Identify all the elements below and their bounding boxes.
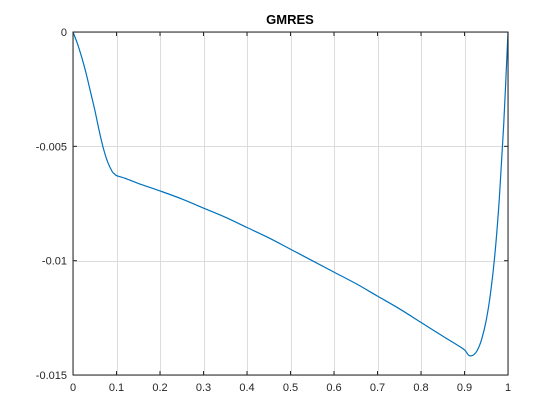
x-tick-label-4: 0.4 bbox=[239, 382, 254, 394]
x-tick-label-10: 1 bbox=[505, 382, 511, 394]
x-tick-label-6: 0.6 bbox=[326, 382, 341, 394]
series-layer bbox=[72, 31, 509, 357]
x-tick-label-9: 0.9 bbox=[457, 382, 472, 394]
y-tick-label-0: 0 bbox=[61, 27, 67, 39]
x-tick-label-0: 0 bbox=[70, 382, 76, 394]
x-tick-label-2: 0.2 bbox=[152, 382, 167, 394]
y-tick-labels: 0 -0.005 -0.01 -0.015 bbox=[36, 27, 67, 382]
x-tick-label-1: 0.1 bbox=[109, 382, 124, 394]
y-tick-label-1: -0.005 bbox=[36, 141, 67, 153]
x-tick-label-5: 0.5 bbox=[283, 382, 298, 394]
y-tick-label-3: -0.015 bbox=[36, 370, 67, 382]
ticks bbox=[72, 31, 509, 376]
chart-title: GMRES bbox=[266, 12, 314, 27]
plot-background bbox=[73, 32, 508, 375]
x-tick-label-8: 0.8 bbox=[413, 382, 428, 394]
x-tick-label-7: 0.7 bbox=[370, 382, 385, 394]
x-tick-labels: 0 0.1 0.2 0.3 0.4 0.5 0.6 0.7 0.8 0.9 1 bbox=[70, 382, 511, 394]
y-tick-label-2: -0.01 bbox=[42, 256, 67, 268]
x-tick-label-3: 0.3 bbox=[196, 382, 211, 394]
series-line-0 bbox=[72, 31, 509, 357]
